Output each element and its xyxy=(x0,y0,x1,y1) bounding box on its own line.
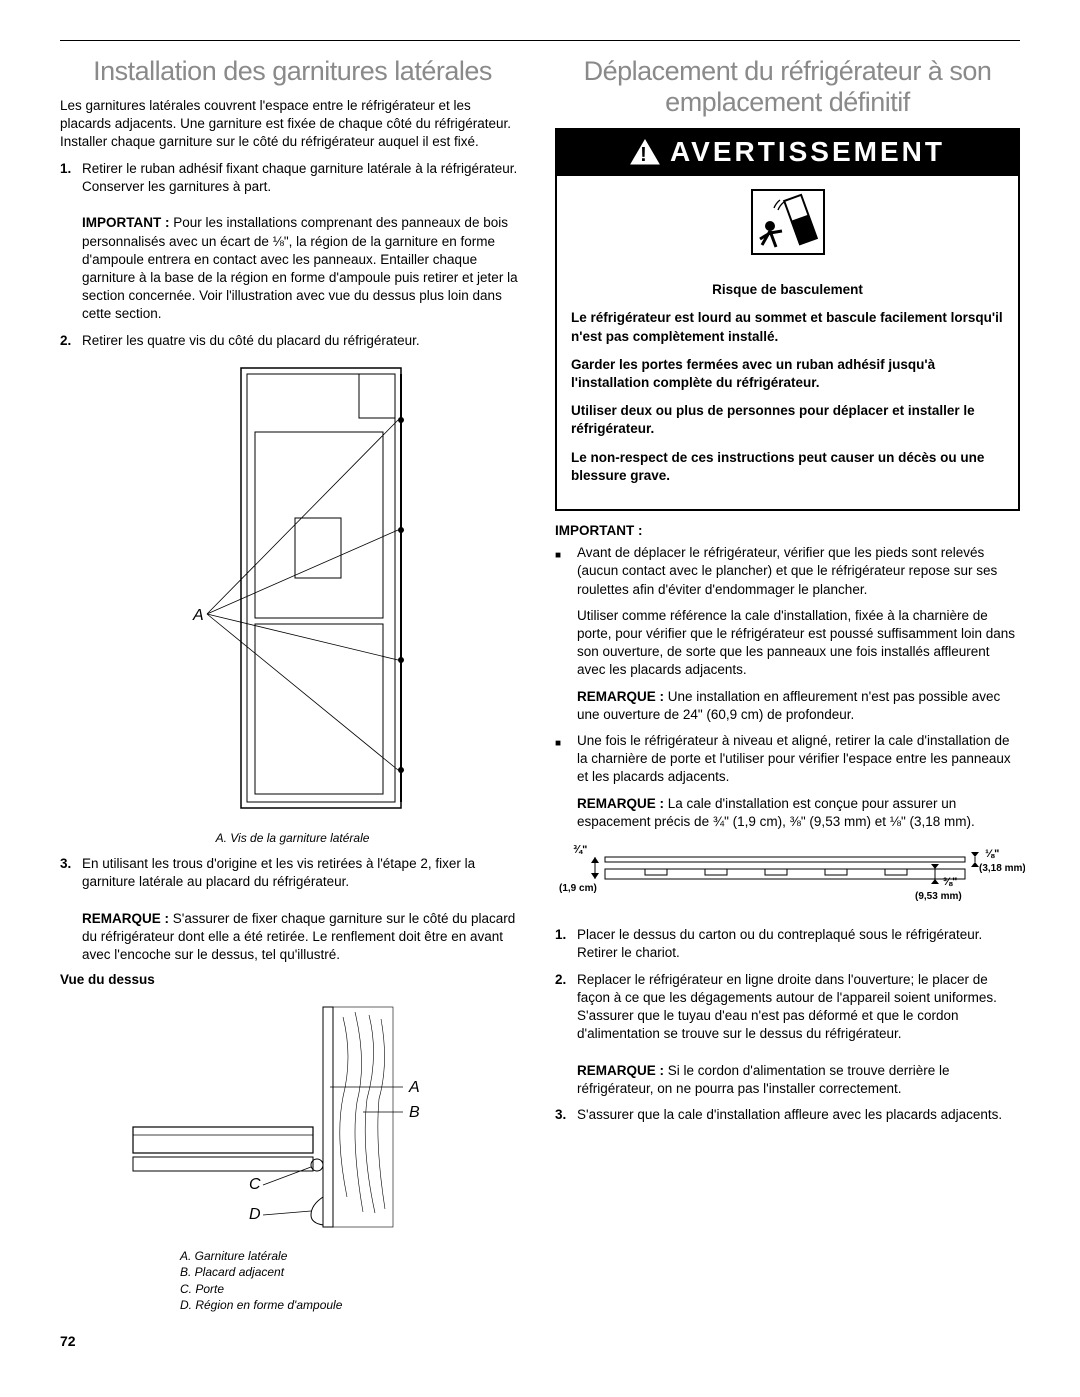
step1-line: Retirer le ruban adhésif fixant chaque g… xyxy=(82,161,517,194)
page-number: 72 xyxy=(60,1333,1020,1349)
remark-label: REMARQUE : xyxy=(577,689,664,704)
hazard-title: Risque de basculement xyxy=(571,281,1004,299)
right-title: Déplacement du réfrigérateur à son empla… xyxy=(555,56,1020,118)
step-number: 2. xyxy=(60,332,82,350)
warning-word: AVERTISSEMENT xyxy=(670,136,945,168)
step-text: Retirer les quatre vis du côté du placar… xyxy=(82,332,525,350)
left-column: Installation des garnitures latérales Le… xyxy=(60,56,525,1313)
fig2-label-A: A xyxy=(408,1079,420,1096)
important-label: IMPORTANT : xyxy=(82,215,170,230)
gauge-38m: (9,53 mm) xyxy=(915,891,962,902)
right-steps: 1. Placer le dessus du carton ou du cont… xyxy=(555,926,1020,1124)
remark-label: REMARQUE : xyxy=(577,1063,664,1078)
fig2-label-B: B xyxy=(409,1104,420,1121)
fig2-legend-D: D. Région en forme d'ampoule xyxy=(180,1297,525,1313)
left-step-1: 1. Retirer le ruban adhésif fixant chaqu… xyxy=(60,160,525,324)
step-number: 1. xyxy=(555,926,577,962)
top-rule xyxy=(60,40,1020,41)
warning-header: ! AVERTISSEMENT xyxy=(557,130,1018,176)
step3-line: En utilisant les trous d'origine et les … xyxy=(82,856,475,889)
warn-p4: Le non-respect de ces instructions peut … xyxy=(571,449,1004,485)
fig2-label-D: D xyxy=(249,1206,261,1223)
step-text: Replacer le réfrigérateur en ligne droit… xyxy=(577,971,1020,1099)
right-bullets-2: Une fois le réfrigérateur à niveau et al… xyxy=(555,732,1020,787)
bullet-2: Une fois le réfrigérateur à niveau et al… xyxy=(555,732,1020,787)
svg-text:!: ! xyxy=(640,144,650,165)
fig2-legend-B: B. Placard adjacent xyxy=(180,1264,525,1280)
tip-over-hazard-icon xyxy=(748,186,828,258)
bullet-text: Une fois le réfrigérateur à niveau et al… xyxy=(577,732,1020,787)
left-steps-2: 3. En utilisant les trous d'origine et l… xyxy=(60,855,525,964)
spacer-gauge-icon: ¾" (1,9 cm) ⅛" (3,18 mm) ⅜" (9,53 mm) xyxy=(555,839,1025,909)
step-number: 3. xyxy=(555,1106,577,1124)
warning-box: ! AVERTISSEMENT xyxy=(555,128,1020,511)
two-column-layout: Installation des garnitures latérales Le… xyxy=(60,56,1020,1313)
s2-line: Replacer le réfrigérateur en ligne droit… xyxy=(577,972,997,1042)
warning-body: Risque de basculement Le réfrigérateur e… xyxy=(557,271,1018,509)
step-text: Retirer le ruban adhésif fixant chaque g… xyxy=(82,160,525,324)
vue-du-dessus-heading: Vue du dessus xyxy=(60,972,525,987)
left-intro: Les garnitures latérales couvrent l'espa… xyxy=(60,97,525,152)
warn-p1: Le réfrigérateur est lourd au sommet et … xyxy=(571,309,1004,345)
gauge-34m: (1,9 cm) xyxy=(559,883,597,894)
left-step-3: 3. En utilisant les trous d'origine et l… xyxy=(60,855,525,964)
fig2-legend-A: A. Garniture latérale xyxy=(180,1248,525,1264)
right-step-2: 2. Replacer le réfrigérateur en ligne dr… xyxy=(555,971,1020,1099)
important-heading: IMPORTANT : xyxy=(555,523,1020,538)
remark-label: REMARQUE : xyxy=(82,911,169,926)
figure1-caption: A. Vis de la garniture latérale xyxy=(60,831,525,845)
right-step-1: 1. Placer le dessus du carton ou du cont… xyxy=(555,926,1020,962)
bullet2-remark: REMARQUE : La cale d'installation est co… xyxy=(577,795,1020,831)
right-bullets: Avant de déplacer le réfrigérateur, véri… xyxy=(555,544,1020,599)
figure-side-trim: A xyxy=(60,360,525,825)
gauge-34: ¾" xyxy=(573,844,587,856)
bullet1-remark: REMARQUE : Une installation en affleurem… xyxy=(577,688,1020,724)
right-step-3: 3. S'assurer que la cale d'installation … xyxy=(555,1106,1020,1124)
warn-p2: Garder les portes fermées avec un ruban … xyxy=(571,356,1004,392)
bullet-1: Avant de déplacer le réfrigérateur, véri… xyxy=(555,544,1020,599)
gauge-38: ⅜" xyxy=(943,876,957,888)
step-number: 2. xyxy=(555,971,577,1099)
figure-top-view: A B C D xyxy=(60,997,525,1242)
gauge-figure: ¾" (1,9 cm) ⅛" (3,18 mm) ⅜" (9,53 mm) xyxy=(555,839,1020,914)
right-column: Déplacement du réfrigérateur à son empla… xyxy=(555,56,1020,1313)
gauge-18m: (3,18 mm) xyxy=(979,863,1025,874)
warning-triangle-icon: ! xyxy=(630,139,660,165)
step-text: Placer le dessus du carton ou du contrep… xyxy=(577,926,1020,962)
gauge-18: ⅛" xyxy=(985,848,999,860)
bullet1-p2: Utiliser comme référence la cale d'insta… xyxy=(577,607,1020,680)
left-steps: 1. Retirer le ruban adhésif fixant chaqu… xyxy=(60,160,525,350)
figure2-legend: A. Garniture latérale B. Placard adjacen… xyxy=(180,1248,525,1313)
fig2-label-C: C xyxy=(249,1176,261,1193)
hazard-icon-wrap xyxy=(557,176,1018,271)
step-number: 3. xyxy=(60,855,82,964)
fridge-diagram-icon: A xyxy=(163,360,423,820)
warn-p3: Utiliser deux ou plus de personnes pour … xyxy=(571,402,1004,438)
left-title: Installation des garnitures latérales xyxy=(60,56,525,87)
remark-label: REMARQUE : xyxy=(577,796,664,811)
bullet-text: Avant de déplacer le réfrigérateur, véri… xyxy=(577,544,1020,599)
bullet-icon xyxy=(555,732,577,787)
fig1-label-A: A xyxy=(192,607,204,624)
step1-important-text: Pour les installations comprenant des pa… xyxy=(82,215,518,321)
top-view-diagram-icon: A B C D xyxy=(93,997,493,1237)
step-number: 1. xyxy=(60,160,82,324)
fig2-legend-C: C. Porte xyxy=(180,1281,525,1297)
step-text: S'assurer que la cale d'installation aff… xyxy=(577,1106,1020,1124)
left-step-2: 2. Retirer les quatre vis du côté du pla… xyxy=(60,332,525,350)
step-text: En utilisant les trous d'origine et les … xyxy=(82,855,525,964)
bullet-icon xyxy=(555,544,577,599)
